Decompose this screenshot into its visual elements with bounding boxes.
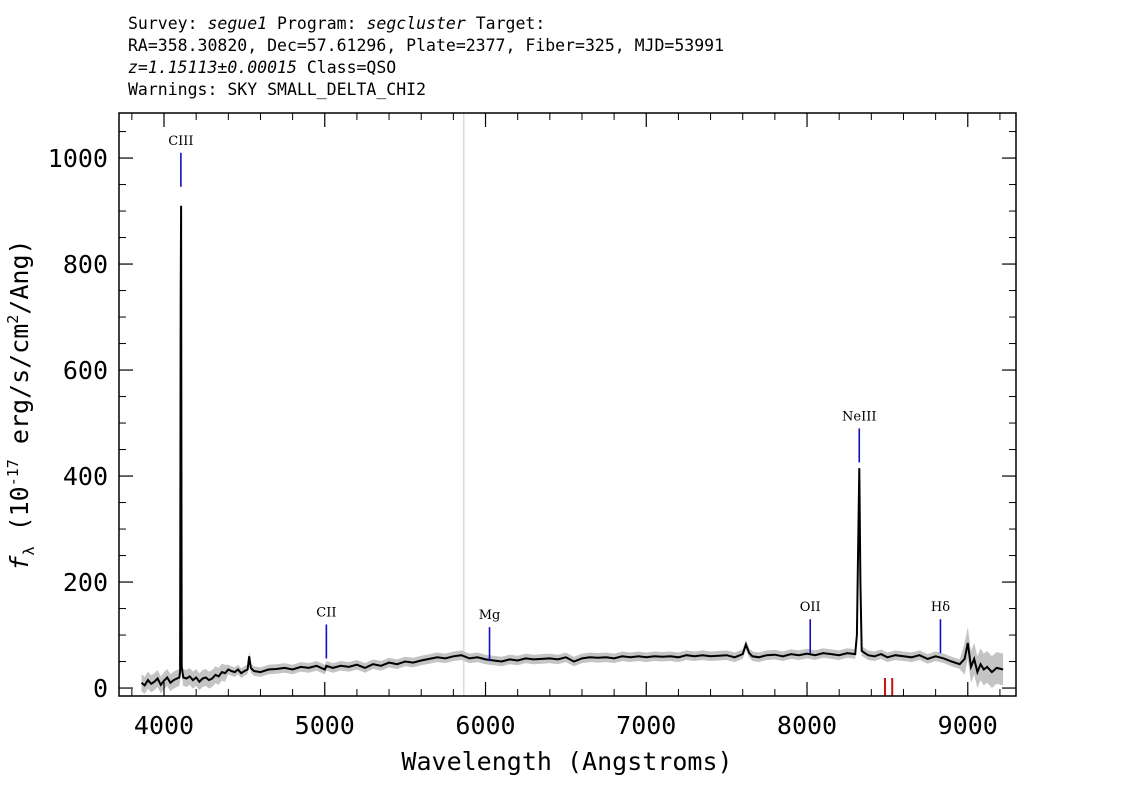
x-axis-title: Wavelength (Angstroms)	[401, 747, 732, 776]
emission-label-cii: CII	[316, 606, 336, 621]
x-tick-label: 5000	[295, 711, 355, 740]
y-tick-label: 0	[93, 674, 108, 703]
x-tick-label: 7000	[616, 711, 676, 740]
y-tick-label: 200	[63, 568, 108, 597]
x-tick-label: 6000	[455, 711, 515, 740]
emission-label-oii: OII	[800, 600, 821, 615]
spectrum-series	[142, 206, 1004, 686]
emission-label-neiii: NeIII	[842, 409, 876, 424]
tick-layer: 4000 5000 6000 7000 8000 9000 0 200 400 600 800 100…	[48, 113, 1016, 740]
x-tick-label: 8000	[777, 711, 837, 740]
emission-label-ciii: CIII	[168, 134, 193, 149]
plot-frame	[119, 113, 1016, 696]
y-tick-label: 600	[63, 356, 108, 385]
y-tick-label: 400	[63, 462, 108, 491]
plot-layer: CIII CII Mg OII NeIII Hδ	[142, 113, 1004, 696]
x-tick-label: 4000	[134, 711, 194, 740]
x-tick-label: 9000	[938, 711, 998, 740]
y-tick-label: 1000	[48, 144, 108, 173]
emission-label-mg: Mg	[479, 608, 501, 623]
emission-label-hδ: Hδ	[931, 600, 950, 615]
y-axis-title: fλ (10-17 erg/s/cm2/Ang)	[4, 239, 38, 570]
error-band	[142, 197, 1004, 694]
y-tick-label: 800	[63, 250, 108, 279]
